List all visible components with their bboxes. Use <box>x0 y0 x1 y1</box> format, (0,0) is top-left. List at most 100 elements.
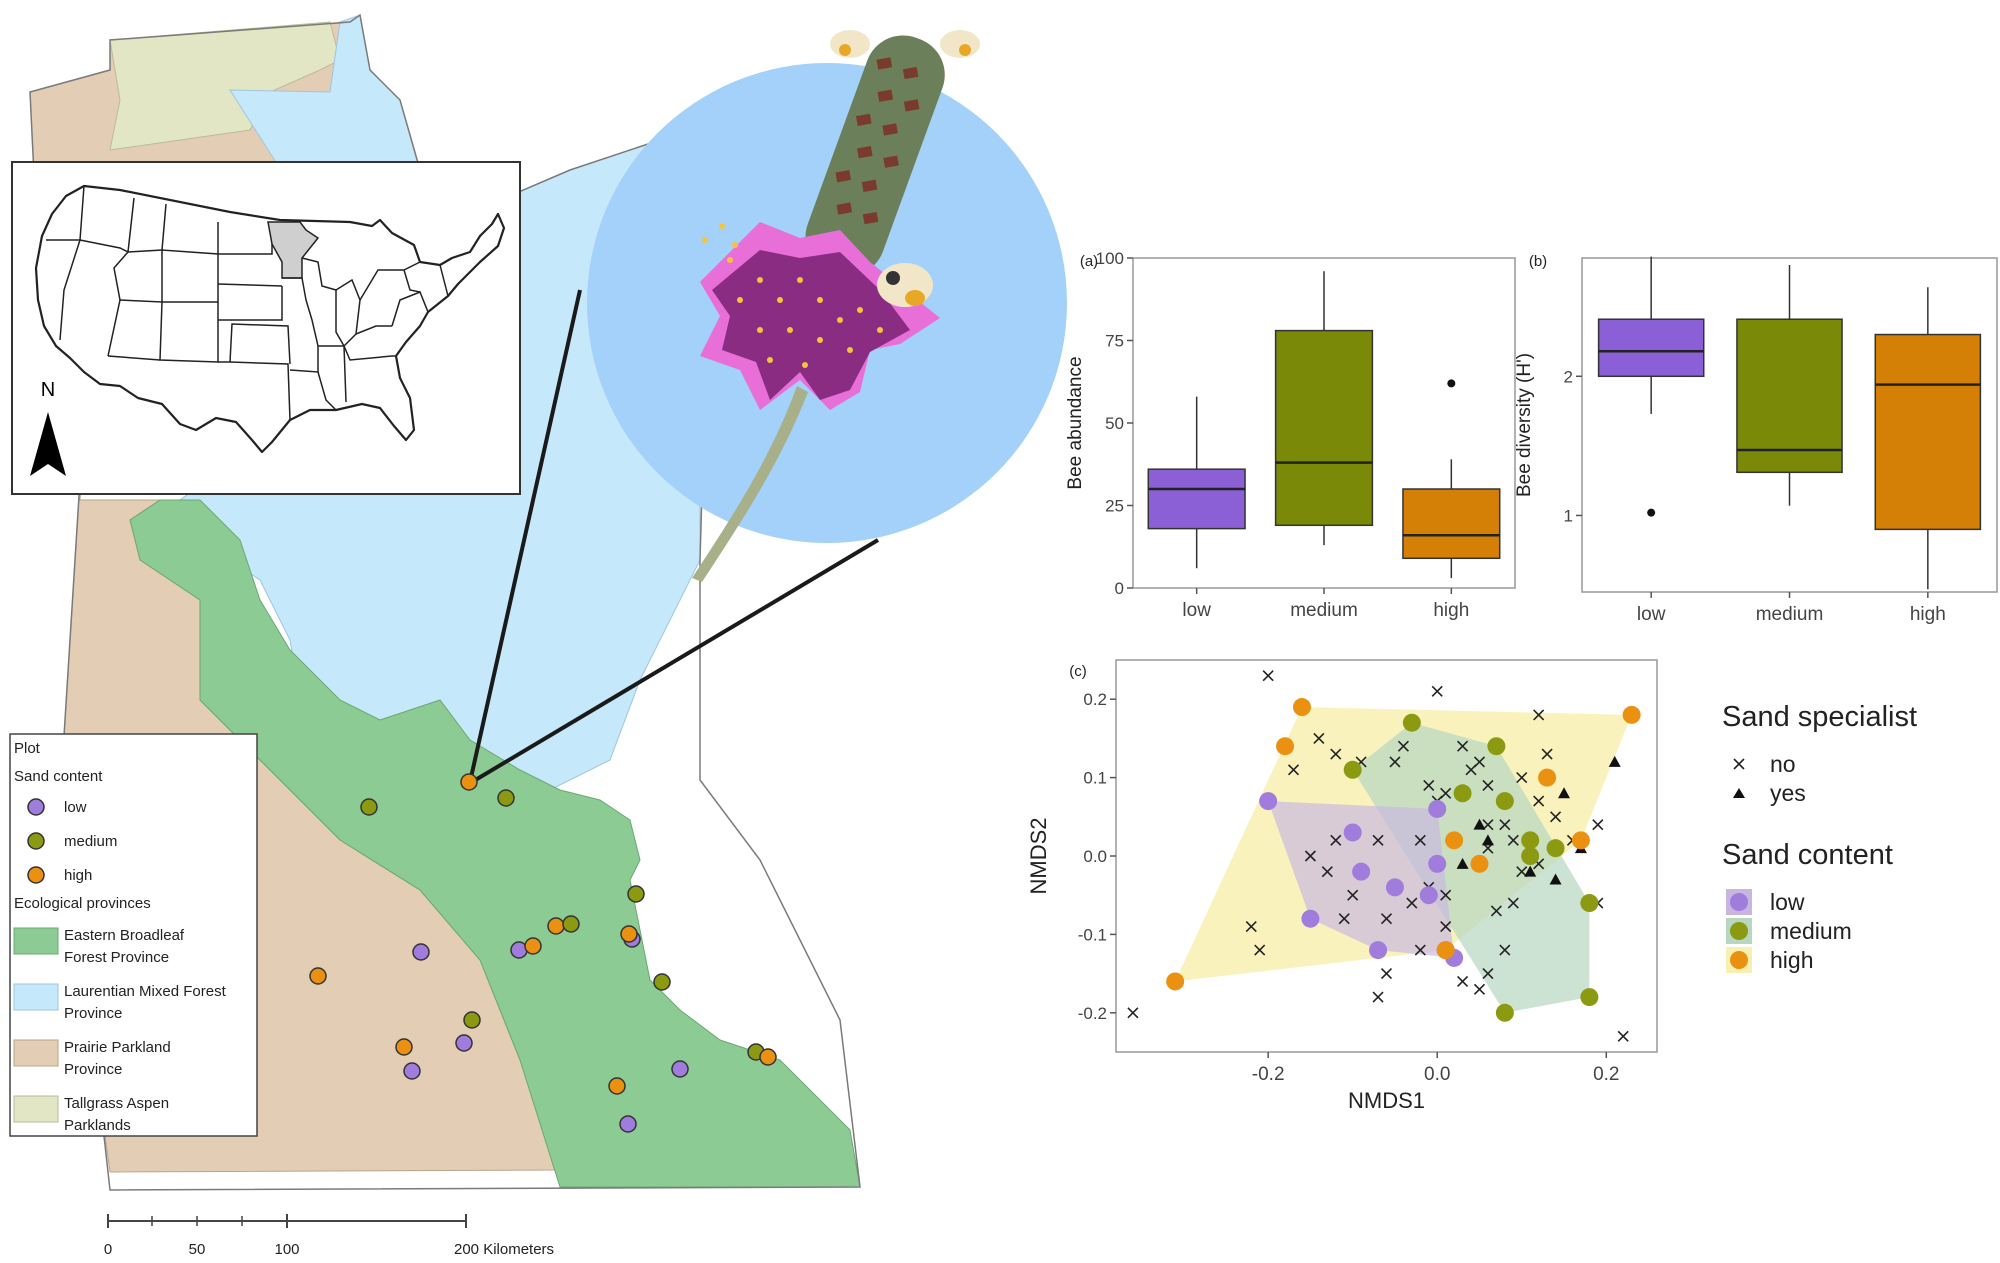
legend-sand-label-medium: medium <box>1770 918 1852 944</box>
legend-eco-label-eastern-broadleaf-1: Eastern Broadleaf <box>64 927 185 944</box>
point-low <box>1428 854 1447 873</box>
site-point-high[interactable] <box>759 1048 777 1066</box>
site-point-high[interactable] <box>620 925 638 943</box>
panel-label: (c) <box>1069 663 1087 680</box>
box-high <box>1402 488 1501 560</box>
point-medium <box>1402 713 1421 732</box>
legend-eco-swatch-laurentian <box>13 983 59 1011</box>
y-tick-label: 2 <box>1564 367 1573 386</box>
specialist-yes-marker <box>1608 755 1621 767</box>
box-medium <box>1736 318 1843 474</box>
legend-eco-title: Ecological provinces <box>14 895 151 912</box>
legend-eco-label-prairie-1: Prairie Parkland <box>64 1039 171 1056</box>
site-point-medium[interactable] <box>360 798 378 816</box>
site-point-low[interactable] <box>403 1062 421 1080</box>
legend-eco-swatch-prairie <box>13 1039 59 1067</box>
boxplot-panel-0: 0 25 50 75 100 low medium high Bee abundance (a) <box>1065 249 1516 621</box>
plot-sites <box>309 773 777 1133</box>
point-medium <box>1546 839 1565 858</box>
x-tick-label: medium <box>1756 604 1824 625</box>
bee-illustration <box>877 263 933 307</box>
y-axis-label: Bee diversity (H') <box>1514 353 1535 497</box>
specialist-no-marker <box>1262 670 1274 682</box>
site-point-medium[interactable] <box>497 789 515 807</box>
y-axis-label: NMDS2 <box>1026 817 1051 894</box>
scale-bar: 0 50 100 200 Kilometers <box>104 1214 554 1258</box>
specialist-no-marker <box>1321 866 1333 878</box>
legend-sand-label-low: low <box>64 799 87 816</box>
y-tick-label: 50 <box>1105 414 1124 433</box>
legend-specialist-yes-marker <box>1733 788 1745 798</box>
site-point-high[interactable] <box>460 773 478 791</box>
specialist-no-marker <box>1440 920 1452 933</box>
point-low <box>1385 878 1404 897</box>
y-tick-label: 25 <box>1105 497 1124 516</box>
y-tick-label: -0.1 <box>1078 925 1107 944</box>
y-tick-label: 0.0 <box>1083 847 1107 866</box>
site-point-low[interactable] <box>619 1115 637 1133</box>
x-tick-label: medium <box>1290 600 1358 621</box>
point-medium <box>1343 760 1362 779</box>
specialist-no-marker <box>1313 732 1325 744</box>
site-point-high[interactable] <box>608 1077 626 1095</box>
box-low <box>1147 468 1246 530</box>
specialist-yes-marker <box>1473 818 1486 830</box>
y-tick-label: -0.2 <box>1078 1004 1107 1023</box>
legend-specialist-title: Sand specialist <box>1722 701 1917 733</box>
specialist-no-marker <box>1490 905 1502 917</box>
point-low <box>1419 886 1438 905</box>
site-point-medium[interactable] <box>562 915 580 933</box>
scale-tick-100: 100 <box>274 1241 299 1258</box>
box-high <box>1874 333 1982 531</box>
point-low <box>1343 823 1362 842</box>
y-axis-label: Bee abundance <box>1065 356 1086 489</box>
specialist-no-marker <box>1473 983 1486 995</box>
specialist-no-marker <box>1499 944 1511 956</box>
specialist-no-marker <box>1457 975 1469 988</box>
specialist-no-marker <box>1457 740 1469 752</box>
scale-tick-200: 200 Kilometers <box>454 1241 554 1258</box>
boxplot-panel-1: 1 2 low medium high Bee diversity (H') (b) <box>1514 253 1998 625</box>
site-point-medium[interactable] <box>653 973 671 991</box>
outlier-point <box>1647 508 1656 517</box>
specialist-no-marker <box>1549 811 1562 823</box>
point-low <box>1301 909 1320 928</box>
specialist-no-marker <box>1330 834 1342 846</box>
specialist-no-marker <box>1245 920 1257 933</box>
site-point-high[interactable] <box>395 1038 413 1056</box>
legend-title: Plot <box>14 740 41 757</box>
charts: 0 25 50 75 100 low medium high Bee abundance (a) 1… <box>1026 249 1998 1113</box>
legend-sand-swatch-high <box>27 866 45 884</box>
site-point-low[interactable] <box>455 1034 473 1052</box>
site-point-high[interactable] <box>547 917 565 935</box>
x-tick-label: high <box>1433 600 1469 621</box>
site-point-low[interactable] <box>671 1060 689 1078</box>
specialist-no-marker <box>1254 944 1266 956</box>
specialist-no-marker <box>1592 819 1604 831</box>
north-label: N <box>41 379 55 401</box>
y-tick-label: 0.2 <box>1083 690 1107 709</box>
y-tick-label: 0 <box>1115 579 1124 598</box>
site-point-medium[interactable] <box>627 885 645 903</box>
legend-eco-label-prairie-2: Province <box>64 1061 122 1078</box>
specialist-no-marker <box>1516 866 1528 878</box>
site-point-low[interactable] <box>412 943 430 961</box>
legend-eco-label-tallgrass-1: Tallgrass Aspen <box>64 1095 169 1112</box>
site-point-high[interactable] <box>524 937 542 955</box>
specialist-no-marker <box>1473 756 1486 768</box>
panel-label: (b) <box>1529 253 1547 270</box>
usa-inset: N <box>11 161 521 495</box>
legend-sand-swatch-low <box>27 798 45 816</box>
specialist-no-marker <box>1304 850 1316 862</box>
site-point-high[interactable] <box>309 967 327 985</box>
point-medium <box>1453 784 1472 803</box>
box-medium <box>1274 329 1374 527</box>
specialist-no-marker <box>1431 685 1443 697</box>
specialist-no-marker <box>1372 834 1384 846</box>
site-point-medium[interactable] <box>463 1011 481 1029</box>
bee-illustration-top <box>830 30 980 58</box>
specialist-yes-marker <box>1549 873 1562 885</box>
legend-eco-label-eastern-broadleaf-2: Forest Province <box>64 949 169 966</box>
x-axis-label: NMDS1 <box>1348 1088 1425 1113</box>
legend-sand-label-high: high <box>1770 947 1813 973</box>
